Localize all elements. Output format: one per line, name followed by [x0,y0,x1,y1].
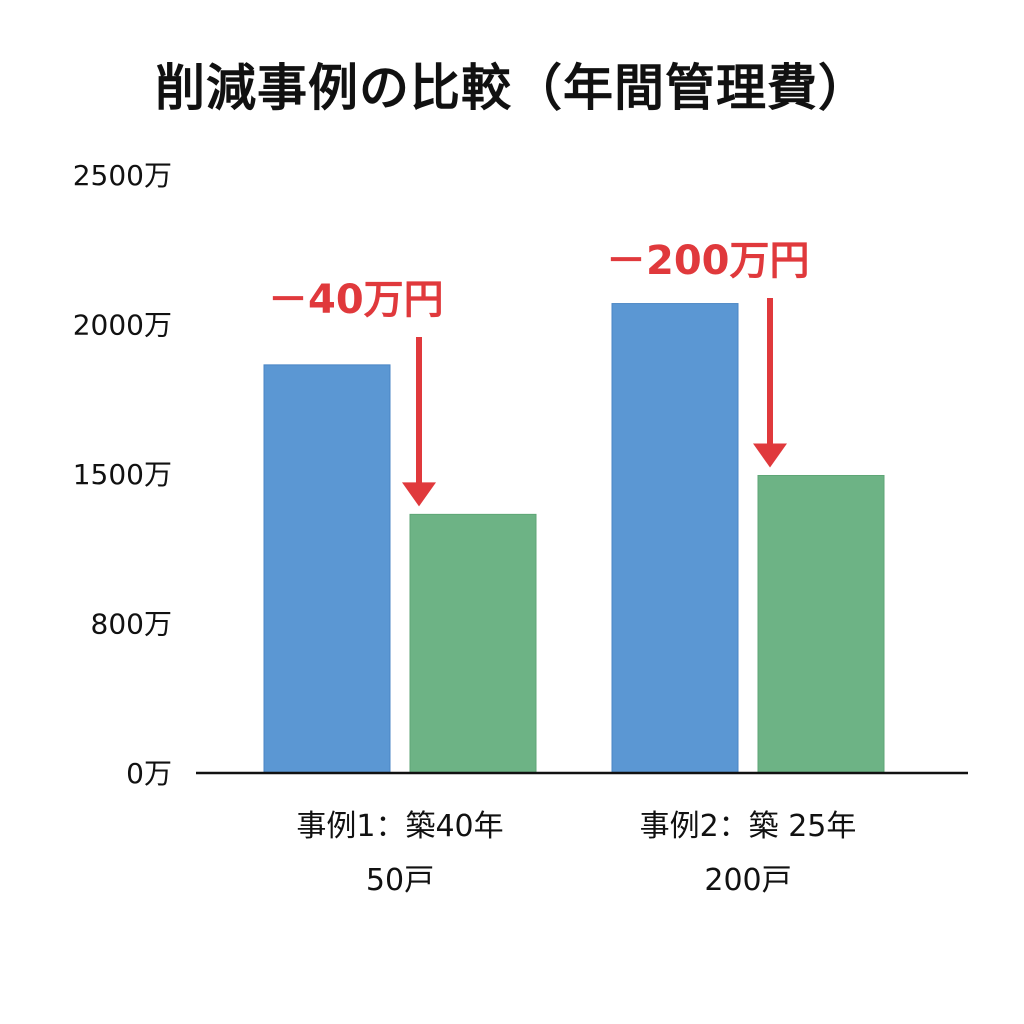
reduction-arrow-head [753,443,787,468]
y-tick-label: 1500万 [73,458,172,491]
y-tick-label: 2500万 [73,159,172,192]
bar-after [409,513,537,774]
reduction-arrow-head [402,482,436,507]
y-tick-label: 800万 [91,608,172,641]
chart-title: 削減事例の比較（年間管理費） [155,59,869,117]
bar-before [611,303,739,774]
x-category-sublabel: 200戸 [704,863,791,898]
x-category-label: 事例1：築40年 [296,809,503,844]
x-category-sublabel: 50戸 [366,863,434,898]
bar-after [757,474,885,774]
y-tick-label: 0万 [126,757,172,790]
y-tick-label: 2000万 [73,309,172,342]
reduction-label: －40万円 [268,277,444,323]
bar-before [263,364,391,774]
x-category-label: 事例2：築 25年 [640,809,857,844]
reduction-label: －200万円 [606,238,810,284]
